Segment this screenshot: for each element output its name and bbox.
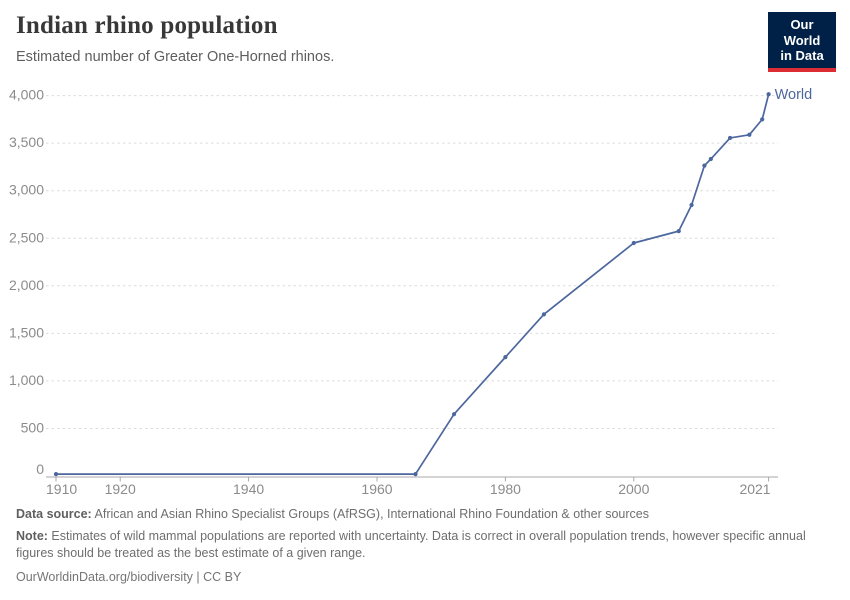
x-axis-label: 1910 (46, 481, 77, 497)
data-source: Data source: African and Asian Rhino Spe… (16, 506, 836, 523)
chart-footer: Data source: African and Asian Rhino Spe… (16, 506, 836, 591)
owid-logo-line1: Our World (783, 17, 821, 48)
y-axis-label: 2,000 (9, 277, 44, 293)
data-point (689, 202, 694, 208)
data-point (413, 471, 418, 477)
data-point (503, 355, 508, 360)
x-axis-label: 1920 (105, 481, 136, 497)
data-point (702, 163, 707, 168)
data-point (747, 132, 752, 137)
chart-note: Note: Estimates of wild mammal populatio… (16, 528, 836, 562)
data-point (53, 471, 59, 477)
data-source-text: African and Asian Rhino Specialist Group… (91, 507, 649, 521)
y-axis-label: 3,500 (9, 134, 44, 150)
x-axis-label: 1940 (233, 481, 264, 497)
x-axis-label: 2000 (618, 481, 649, 497)
line-chart: 0 500 1,000 1,500 2,000 2,500 3,000 3,500 4,000 1… (9, 87, 813, 497)
population-line (55, 93, 770, 475)
chart-note-text: Estimates of wild mammal populations are… (16, 528, 806, 560)
data-point (631, 240, 636, 246)
y-axis-label: 0 (36, 461, 44, 477)
data-point (766, 92, 771, 97)
chart-subtitle: Estimated number of Greater One-Horned r… (16, 49, 335, 65)
x-axis-label: 2021 (739, 481, 770, 497)
owid-citation-link[interactable]: OurWorldinData.org/biodiversity | CC BY (16, 569, 242, 584)
x-axis-label: 1980 (490, 481, 521, 497)
data-point (760, 117, 765, 122)
data-point (708, 156, 713, 162)
data-source-label: Data source: (16, 507, 92, 521)
x-axis-label: 1960 (361, 481, 392, 497)
chart-header: Indian rhino population Estimated number… (16, 12, 750, 65)
owid-logo-line2: in Data (780, 48, 824, 64)
entity-label-world: World (775, 87, 813, 103)
data-point (728, 135, 733, 141)
y-axis-label: 2,500 (9, 229, 44, 245)
owid-logo: Our World in Data (768, 12, 836, 72)
chart-note-label: Note: (16, 528, 48, 543)
data-point (676, 229, 681, 234)
chart-title: Indian rhino population (16, 12, 278, 39)
y-axis-label: 1,500 (9, 324, 44, 340)
data-point (451, 412, 457, 417)
y-axis-label: 4,000 (9, 87, 44, 103)
y-axis-label: 500 (21, 419, 45, 435)
data-point (541, 312, 547, 317)
y-axis-label: 3,000 (9, 182, 44, 198)
y-axis-label: 1,000 (9, 372, 44, 388)
